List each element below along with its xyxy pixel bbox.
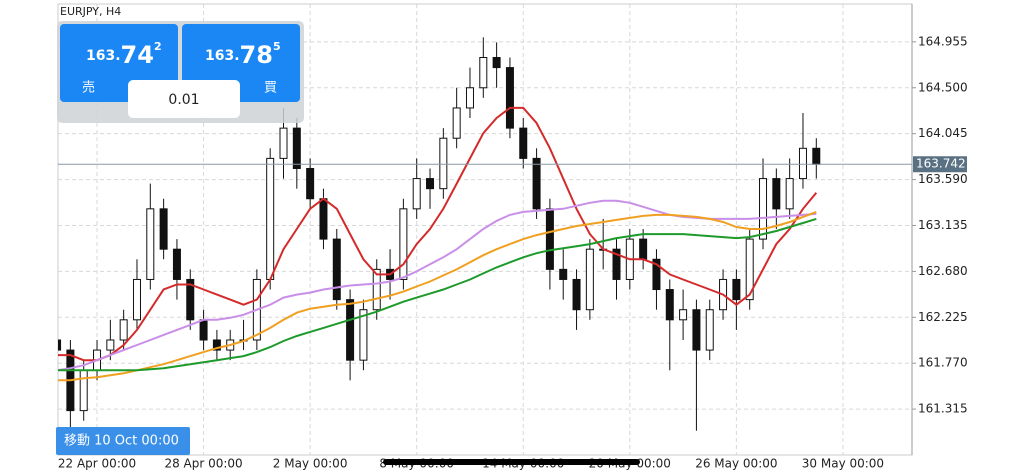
candle-body <box>146 208 155 280</box>
lot-input[interactable] <box>128 80 240 118</box>
y-tick-label: 163.135 <box>918 218 968 232</box>
y-tick-label: 161.315 <box>918 402 968 416</box>
axes: 161.315161.770162.225162.680163.135163.5… <box>58 34 968 470</box>
candle-body <box>692 309 701 351</box>
candle-body <box>279 127 288 159</box>
candle-body <box>319 198 328 240</box>
moving-average <box>58 210 817 382</box>
candle-body <box>705 309 714 351</box>
x-tick-label: 2 May 00:00 <box>273 457 348 471</box>
candle-body <box>439 137 448 190</box>
goto-button[interactable] <box>56 427 190 455</box>
candle-body <box>119 319 128 341</box>
candle-body <box>332 238 341 301</box>
candle-body <box>505 67 514 129</box>
candle-body <box>759 178 768 240</box>
x-tick-label: 28 Apr 00:00 <box>164 457 242 471</box>
candle-body <box>479 57 488 89</box>
candle-body <box>465 87 474 109</box>
candle-body <box>545 208 554 270</box>
goto-label: 移動 10 Oct 00:00 <box>64 434 179 449</box>
candle-body <box>79 369 88 412</box>
candle-body <box>186 278 195 321</box>
candle-body <box>372 268 381 311</box>
candle-body <box>492 57 501 69</box>
plot <box>58 37 912 431</box>
price-big: 78 <box>240 41 273 69</box>
candle-body <box>532 157 541 210</box>
current-price-label: 163.742 <box>916 157 966 171</box>
candle-body <box>399 208 408 280</box>
buy-price: 163.785 <box>205 40 281 69</box>
candle-body <box>639 238 648 260</box>
y-tick-label: 164.500 <box>918 80 968 94</box>
candle-body <box>519 127 528 159</box>
sell-label: 売 <box>82 80 95 96</box>
candle-body <box>426 178 435 190</box>
candle-body <box>812 147 821 165</box>
candle-body <box>612 248 621 280</box>
candle-body <box>559 268 568 280</box>
price-big: 74 <box>121 41 154 69</box>
y-tick-label: 162.225 <box>918 310 968 324</box>
candle-body <box>772 178 781 210</box>
price-small: 2 <box>154 40 162 53</box>
home-indicator <box>383 459 640 465</box>
candle-body <box>665 289 674 321</box>
y-tick-label: 164.045 <box>918 126 968 140</box>
y-tick-label: 164.955 <box>918 34 968 48</box>
sell-price: 163.742 <box>86 40 162 69</box>
candle-body <box>732 278 741 301</box>
candle-body <box>159 208 168 250</box>
candle-body <box>785 178 794 210</box>
candle-body <box>798 147 807 180</box>
candle-body <box>359 309 368 361</box>
candle-body <box>132 278 141 321</box>
candle-body <box>306 167 315 200</box>
symbol: EURJPY, H4 <box>60 5 121 18</box>
buy-label: 買 <box>264 81 277 96</box>
price-prefix: 163. <box>205 48 240 64</box>
candle-body <box>452 107 461 139</box>
candle-body <box>199 319 208 341</box>
candle-body <box>346 299 355 361</box>
candle-body <box>679 309 688 321</box>
candle-body <box>745 238 754 301</box>
current-price-box <box>913 156 967 173</box>
candle-body <box>652 258 661 291</box>
price-prefix: 163. <box>86 48 121 64</box>
moving-average <box>58 106 818 362</box>
y-tick-label: 161.770 <box>918 356 968 370</box>
candle-body <box>212 339 221 351</box>
x-tick-label: 22 Apr 00:00 <box>58 457 136 471</box>
moving-average <box>58 217 817 372</box>
x-tick-label: 26 May 00:00 <box>695 457 777 471</box>
candle-body <box>572 278 581 311</box>
x-tick-label: 30 May 00:00 <box>802 457 884 471</box>
lot-value: 0.01 <box>168 92 199 108</box>
candle-body <box>58 339 62 351</box>
candle-body <box>106 339 115 351</box>
candle-body <box>266 157 275 280</box>
y-tick-label: 162.680 <box>918 264 968 278</box>
y-tick-label: 163.590 <box>918 172 968 186</box>
candle-body <box>292 127 301 169</box>
price-small: 5 <box>273 40 281 53</box>
candle-body <box>172 248 181 280</box>
candle-body <box>412 178 421 210</box>
candle-body <box>585 248 594 311</box>
